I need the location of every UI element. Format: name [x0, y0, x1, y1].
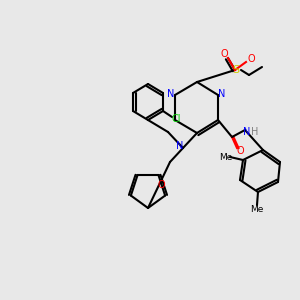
Text: O: O	[220, 49, 228, 59]
Text: Cl: Cl	[171, 114, 181, 124]
Text: N: N	[176, 141, 184, 151]
Text: S: S	[232, 65, 240, 75]
Text: O: O	[157, 181, 165, 190]
Text: H: H	[251, 127, 259, 137]
Text: N: N	[243, 127, 251, 137]
Text: N: N	[167, 89, 175, 99]
Text: O: O	[236, 146, 244, 156]
Text: N: N	[218, 89, 226, 99]
Text: Me: Me	[219, 152, 233, 161]
Text: Me: Me	[250, 206, 264, 214]
Text: O: O	[247, 54, 255, 64]
